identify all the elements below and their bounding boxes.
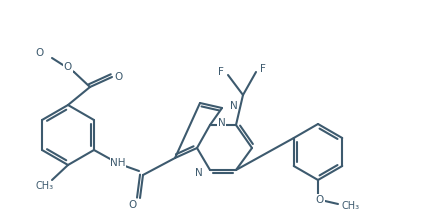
Text: O: O bbox=[36, 48, 44, 58]
Text: CH₃: CH₃ bbox=[36, 181, 54, 191]
Text: O: O bbox=[64, 62, 72, 72]
Text: O: O bbox=[315, 195, 323, 205]
Text: N: N bbox=[195, 168, 203, 178]
Text: F: F bbox=[217, 67, 224, 77]
Text: O: O bbox=[128, 200, 137, 210]
Text: O: O bbox=[115, 72, 123, 82]
Text: F: F bbox=[260, 64, 265, 74]
Text: NH: NH bbox=[110, 158, 125, 168]
Text: N: N bbox=[217, 118, 225, 128]
Text: N: N bbox=[230, 101, 237, 111]
Text: CH₃: CH₃ bbox=[341, 201, 359, 211]
